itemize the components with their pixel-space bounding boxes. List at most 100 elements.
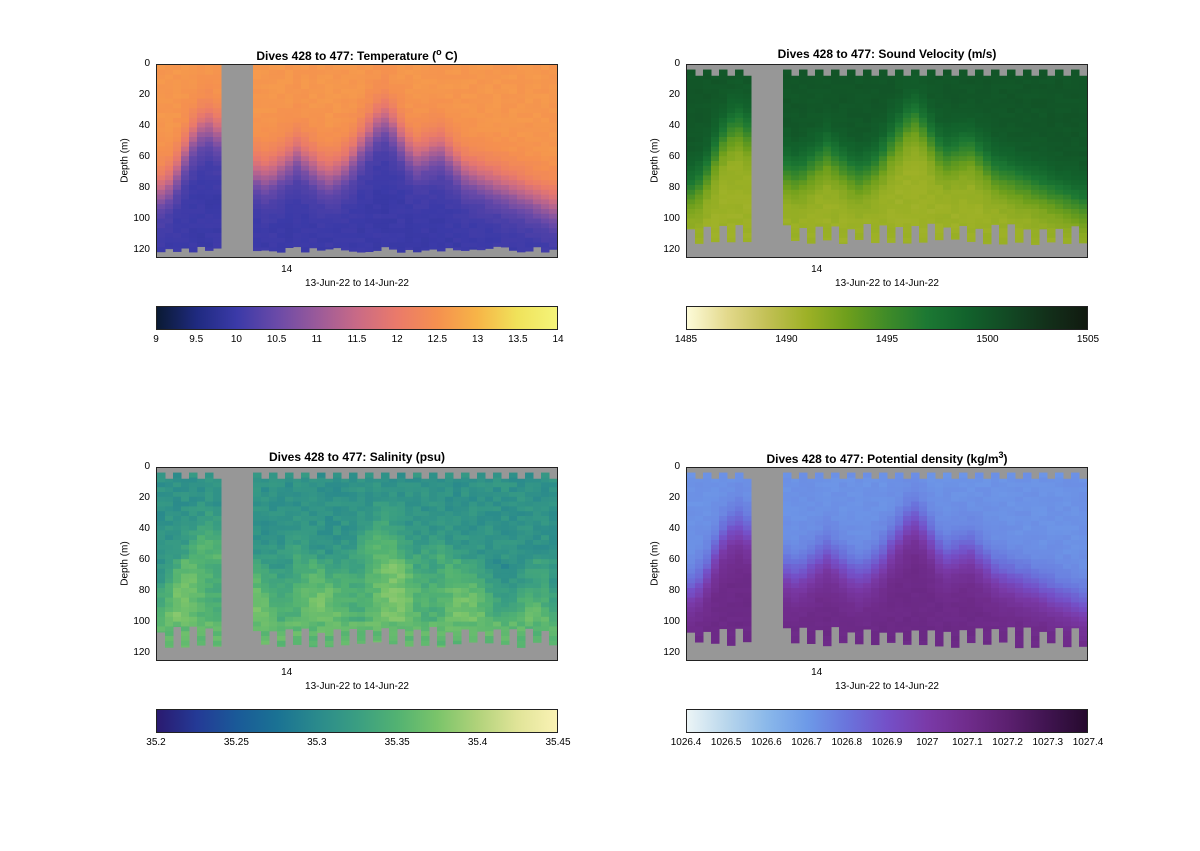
heatmap-cell xyxy=(445,626,454,632)
heatmap-cell xyxy=(445,540,454,546)
heatmap-cell xyxy=(341,573,350,579)
heatmap-cell xyxy=(157,602,166,608)
heatmap-cell xyxy=(389,146,398,152)
heatmap-cell xyxy=(501,540,510,546)
heatmap-cell xyxy=(269,185,278,191)
heatmap-cell xyxy=(309,607,318,613)
heatmap-cell xyxy=(277,117,286,124)
heatmap-cell xyxy=(1039,84,1048,90)
heatmap-cell xyxy=(695,209,704,215)
heatmap-cell xyxy=(429,242,438,248)
heatmap-cell xyxy=(807,175,816,181)
heatmap-cell xyxy=(341,122,350,128)
heatmap-plot xyxy=(156,64,558,258)
heatmap-cell xyxy=(317,141,326,148)
heatmap-cell xyxy=(501,607,510,613)
heatmap-cell xyxy=(823,175,832,181)
heatmap-cell xyxy=(413,487,422,493)
heatmap-cell xyxy=(871,209,880,215)
heatmap-cell xyxy=(341,69,350,76)
heatmap-cell xyxy=(389,573,398,579)
heatmap-cell xyxy=(173,506,182,512)
heatmap-cell xyxy=(719,137,728,143)
dive-column xyxy=(173,65,182,252)
heatmap-cell xyxy=(999,117,1008,124)
heatmap-cell xyxy=(421,98,430,104)
heatmap-cell xyxy=(365,93,374,100)
heatmap-cell xyxy=(1055,69,1064,76)
heatmap-cell xyxy=(205,69,214,76)
heatmap-cell xyxy=(413,597,422,603)
heatmap-cell xyxy=(269,559,278,565)
heatmap-cell xyxy=(213,242,222,248)
heatmap-cell xyxy=(485,583,494,589)
heatmap-cell xyxy=(1079,213,1087,220)
heatmap-cell xyxy=(405,621,414,627)
heatmap-cell xyxy=(173,583,182,589)
heatmap-cell xyxy=(293,583,302,589)
heatmap-cell xyxy=(381,165,390,172)
heatmap-cell xyxy=(823,161,832,167)
heatmap-cell xyxy=(205,564,214,570)
heatmap-cell xyxy=(493,516,502,522)
heatmap-cell xyxy=(341,588,350,594)
heatmap-cell xyxy=(1055,151,1064,157)
heatmap-cell xyxy=(879,194,888,200)
heatmap-cell xyxy=(823,93,832,100)
heatmap-cell xyxy=(791,137,800,143)
heatmap-cell xyxy=(261,137,270,143)
heatmap-cell xyxy=(189,89,198,95)
heatmap-cell xyxy=(1031,237,1040,244)
heatmap-cell xyxy=(549,209,557,215)
heatmap-cell xyxy=(397,496,406,503)
heatmap-cell xyxy=(341,583,350,589)
heatmap-cell xyxy=(309,233,318,239)
heatmap-cell xyxy=(541,151,550,157)
dive-column xyxy=(871,75,880,244)
heatmap-cell xyxy=(349,84,358,90)
heatmap-cell xyxy=(437,506,446,512)
heatmap-cell xyxy=(935,113,944,119)
heatmap-cell xyxy=(999,180,1008,186)
heatmap-cell xyxy=(469,636,478,642)
heatmap-cell xyxy=(317,554,326,560)
heatmap-cell xyxy=(277,127,286,133)
heatmap-cell xyxy=(173,626,182,628)
heatmap-cell xyxy=(301,233,310,239)
heatmap-cell xyxy=(871,156,880,162)
heatmap-cell xyxy=(959,108,968,114)
heatmap-cell xyxy=(317,218,326,224)
heatmap-cell xyxy=(549,89,557,95)
heatmap-cell xyxy=(405,213,414,220)
heatmap-cell xyxy=(197,540,206,546)
heatmap-cell xyxy=(349,233,358,239)
heatmap-cell xyxy=(735,213,744,220)
heatmap-cell xyxy=(855,237,864,240)
heatmap-cell xyxy=(911,180,920,186)
heatmap-cell xyxy=(983,151,992,157)
heatmap-cell xyxy=(173,93,182,100)
heatmap-cell xyxy=(1007,79,1016,85)
heatmap-cell xyxy=(469,535,478,541)
dive-column xyxy=(205,472,214,629)
heatmap-cell xyxy=(935,141,944,148)
heatmap-cell xyxy=(405,530,414,536)
heatmap-cell xyxy=(1071,127,1080,133)
heatmap-cell xyxy=(317,65,326,71)
heatmap-cell xyxy=(285,525,294,531)
heatmap-cell xyxy=(533,146,542,152)
heatmap-cell xyxy=(469,98,478,104)
heatmap-cell xyxy=(373,535,382,541)
heatmap-cell xyxy=(991,98,1000,104)
heatmap-cell xyxy=(405,132,414,138)
heatmap-cell xyxy=(493,472,502,479)
heatmap-cell xyxy=(437,626,446,632)
heatmap-cell xyxy=(317,559,326,565)
heatmap-cell xyxy=(317,492,326,498)
heatmap-cell xyxy=(269,477,278,483)
heatmap-cell xyxy=(317,242,326,248)
heatmap-cell xyxy=(261,540,270,546)
heatmap-cell xyxy=(871,108,880,114)
heatmap-cell xyxy=(397,477,406,483)
heatmap-cell xyxy=(301,189,310,196)
